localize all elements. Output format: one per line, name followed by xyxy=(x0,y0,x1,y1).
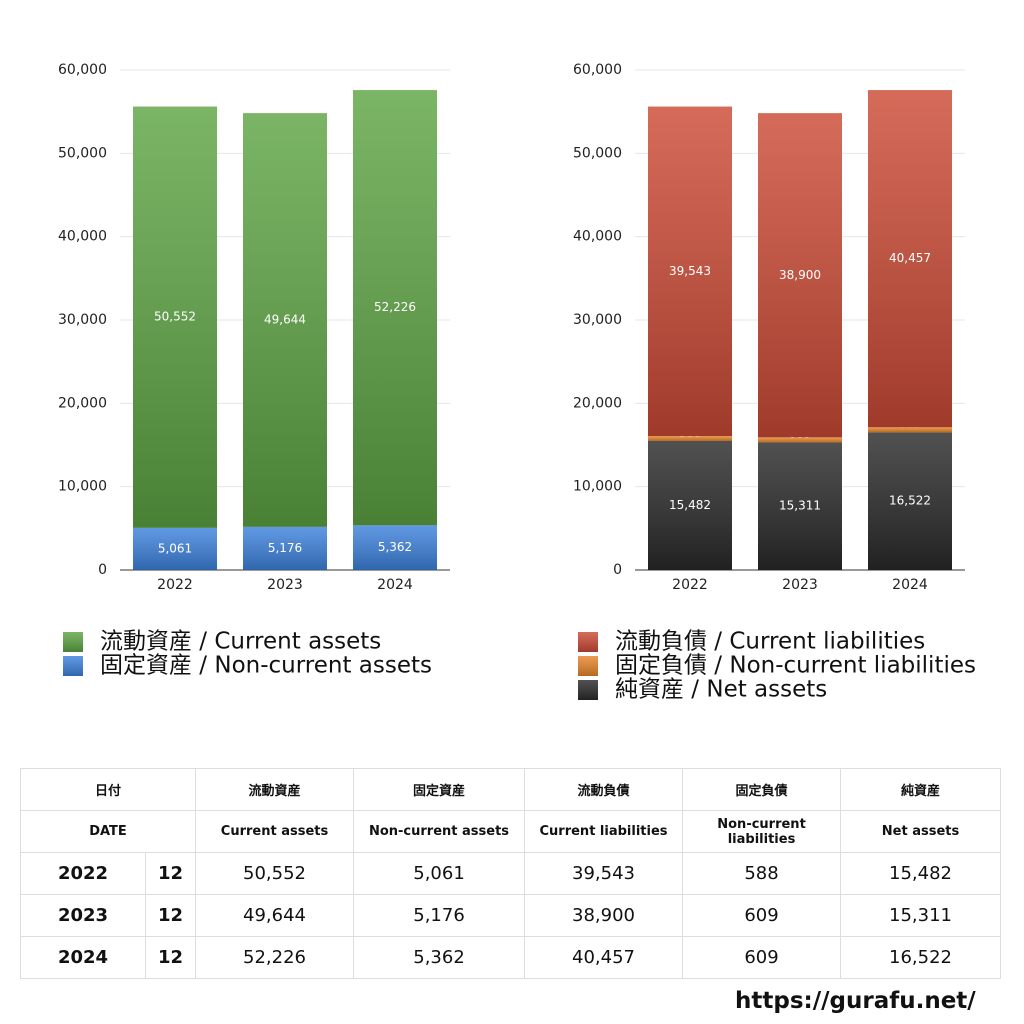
data-label: 5,362 xyxy=(378,540,412,554)
legend-shade xyxy=(63,656,83,676)
header-cell: Non-current liabilities xyxy=(682,810,842,853)
x-tick-label: 2022 xyxy=(672,577,708,593)
bar-shade xyxy=(133,527,217,570)
table-cell: 12 xyxy=(144,852,197,895)
y-tick-label: 0 xyxy=(613,562,622,578)
data-label: 5,061 xyxy=(158,541,192,555)
data-label: 5,176 xyxy=(268,541,302,555)
legend-label: 固定資産 / Non-current assets xyxy=(100,653,432,679)
y-tick-label: 40,000 xyxy=(573,229,622,245)
legend-label: 流動負債 / Current liabilities xyxy=(615,629,925,655)
y-tick-label: 30,000 xyxy=(58,312,107,328)
x-tick-label: 2024 xyxy=(892,577,928,593)
header-cell: 流動負債 xyxy=(524,768,684,811)
legend-shade xyxy=(578,680,598,700)
data-row: 2022 12 50,552 5,061 39,543 588 15,482 xyxy=(20,852,1002,895)
bar-shade xyxy=(868,427,952,433)
table-cell: 50,552 xyxy=(195,852,355,895)
bar-shade xyxy=(353,525,437,570)
charts: 0 10,000 20,000 30,000 40,000 50,000 60,000 202… xyxy=(58,62,976,703)
x-tick-label: 2023 xyxy=(782,577,818,593)
bar-shade xyxy=(868,90,952,428)
header-cell: Current liabilities xyxy=(524,810,684,853)
y-tick-label: 50,000 xyxy=(58,145,107,161)
data-row: 2024 12 52,226 5,362 40,457 609 16,522 xyxy=(20,936,1002,979)
table-cell: 15,311 xyxy=(840,894,1002,937)
bar-shade xyxy=(243,526,327,570)
table-cell: 12 xyxy=(144,894,197,937)
x-tick-label: 2022 xyxy=(157,577,193,593)
header-cell: Current assets xyxy=(195,810,355,853)
y-tick-label: 60,000 xyxy=(58,62,107,78)
bar-shade xyxy=(758,442,842,570)
data-label: 50,552 xyxy=(154,310,196,324)
data-label: 15,311 xyxy=(779,499,821,513)
table-cell: 52,226 xyxy=(195,936,355,979)
table-cell: 40,457 xyxy=(524,936,684,979)
data-table: 日付 流動資産 固定資産 流動負債 固定負債 純資産 DATE Current assets N… xyxy=(19,768,1002,979)
y-tick-label: 30,000 xyxy=(573,312,622,328)
y-tick-label: 40,000 xyxy=(58,229,107,245)
header-cell: 純資産 xyxy=(840,768,1002,811)
bar-shade xyxy=(353,90,437,526)
header-cell: 固定資産 xyxy=(353,768,526,811)
x-tick-label: 2023 xyxy=(267,577,303,593)
data-label: 40,457 xyxy=(889,251,931,265)
bar-shade xyxy=(648,436,732,441)
table-cell: 2024 xyxy=(20,936,146,979)
table-cell: 609 xyxy=(682,894,842,937)
y-tick-label: 20,000 xyxy=(573,395,622,411)
table-cell: 588 xyxy=(682,852,842,895)
bar-shade xyxy=(868,432,952,570)
y-tick-label: 10,000 xyxy=(573,479,622,495)
data-label: 39,543 xyxy=(669,264,711,278)
table-cell: 2022 xyxy=(20,852,146,895)
footer-url: https://gurafu.net/ xyxy=(735,988,976,1014)
table-cell: 12 xyxy=(144,936,197,979)
table-cell: 39,543 xyxy=(524,852,684,895)
y-tick-label: 20,000 xyxy=(58,395,107,411)
data-label: 38,900 xyxy=(779,268,821,282)
bar-shade xyxy=(648,440,732,570)
table-cell: 609 xyxy=(682,936,842,979)
header-cell: 固定負債 xyxy=(682,768,842,811)
legend-label: 流動資産 / Current assets xyxy=(100,629,381,655)
table-cell: 5,061 xyxy=(353,852,526,895)
table-cell: 5,176 xyxy=(353,894,526,937)
y-tick-label: 0 xyxy=(98,562,107,578)
header-cell: Non-current assets xyxy=(353,810,526,853)
header-cell: DATE xyxy=(19,810,197,853)
data-label: 49,644 xyxy=(264,313,306,327)
header-row: DATE Current assets Non-current assets Curr… xyxy=(19,810,1002,853)
legend-label: 固定負債 / Non-current liabilities xyxy=(615,653,976,679)
x-tick-label: 2024 xyxy=(377,577,413,593)
table-cell: 15,482 xyxy=(840,852,1002,895)
legend-shade xyxy=(578,632,598,652)
legend-label: 純資産 / Net assets xyxy=(615,677,827,703)
header-cell: 日付 xyxy=(19,768,197,811)
table-cell: 38,900 xyxy=(524,894,684,937)
header-row: 日付 流動資産 固定資産 流動負債 固定負債 純資産 xyxy=(19,768,1002,811)
bar-shade xyxy=(758,437,842,443)
legend-shade xyxy=(578,656,598,676)
data-label: 16,522 xyxy=(889,494,931,508)
bar-shade xyxy=(133,106,217,528)
y-tick-label: 60,000 xyxy=(573,62,622,78)
table-cell: 5,362 xyxy=(353,936,526,979)
data-label: 52,226 xyxy=(374,300,416,314)
y-tick-label: 50,000 xyxy=(573,145,622,161)
table-cell: 49,644 xyxy=(195,894,355,937)
y-tick-label: 10,000 xyxy=(58,479,107,495)
data-label: 15,482 xyxy=(669,498,711,512)
bar-shade xyxy=(243,113,327,527)
header-cell: Net assets xyxy=(840,810,1002,853)
header-cell: 流動資産 xyxy=(195,768,355,811)
bar-shade xyxy=(648,106,732,437)
legend-shade xyxy=(63,632,83,652)
data-row: 2023 12 49,644 5,176 38,900 609 15,311 xyxy=(20,894,1002,937)
table-cell: 2023 xyxy=(20,894,146,937)
table-cell: 16,522 xyxy=(840,936,1002,979)
bar-shade xyxy=(758,113,842,438)
